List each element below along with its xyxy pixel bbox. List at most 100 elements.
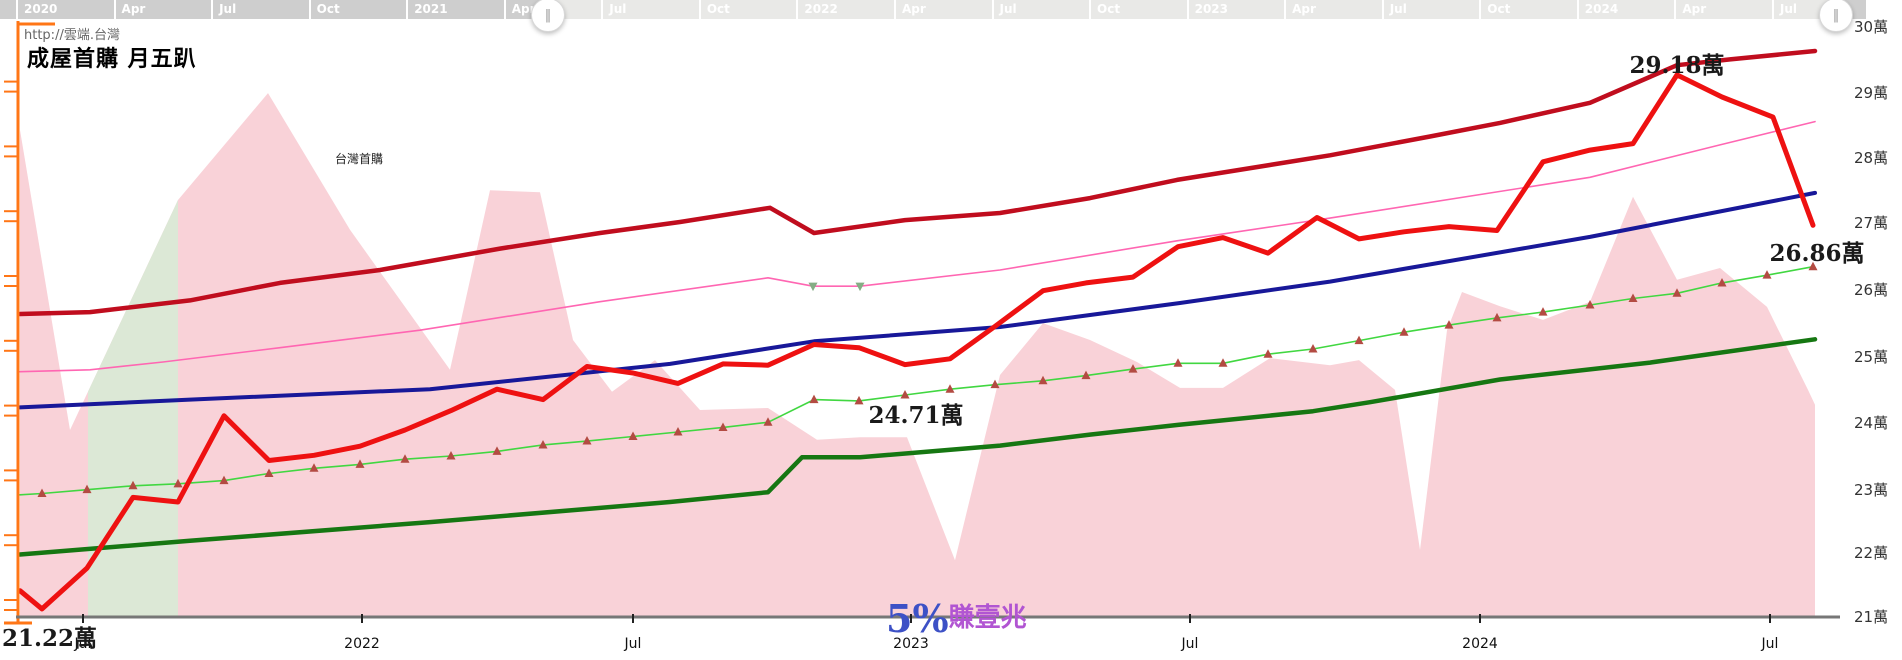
timeline-segment[interactable] bbox=[0, 0, 547, 19]
triangle-up-marker bbox=[1492, 312, 1502, 322]
timeline-separator bbox=[308, 0, 311, 19]
timeline-label: Apr bbox=[121, 2, 146, 16]
triangle-up-marker bbox=[264, 468, 274, 477]
triangle-up-marker bbox=[492, 446, 502, 455]
timeline-label: Jul bbox=[609, 2, 627, 16]
y-axis-label: 21萬 bbox=[1854, 608, 1888, 626]
timeline-label: 2023 bbox=[1194, 2, 1228, 16]
triangle-up-marker bbox=[355, 459, 365, 468]
y-axis-label: 29萬 bbox=[1854, 84, 1888, 102]
background-volume-area bbox=[20, 93, 1815, 618]
triangle-up-marker bbox=[1628, 293, 1638, 302]
timeline-label: Apr bbox=[1292, 2, 1316, 16]
triangle-up-marker bbox=[854, 395, 864, 405]
y-axis-label: 25萬 bbox=[1854, 348, 1888, 366]
watermark-small-text: 賺壹兆 bbox=[948, 603, 1027, 633]
triangle-up-marker bbox=[990, 379, 1000, 389]
y-axis-label: 26萬 bbox=[1854, 281, 1888, 299]
timeline-label: 2022 bbox=[804, 2, 838, 16]
triangle-up-marker bbox=[538, 439, 548, 449]
timeline-label: 2020 bbox=[24, 2, 58, 16]
triangle-up-marker bbox=[1173, 358, 1183, 367]
triangle-up-marker bbox=[1128, 364, 1138, 373]
timeline-label: Jul bbox=[1389, 2, 1407, 16]
timeline-label: Oct bbox=[706, 2, 730, 16]
triangle-up-marker bbox=[1585, 299, 1595, 309]
x-tick-label: 2024 bbox=[1462, 636, 1498, 652]
timeline-separator bbox=[1771, 0, 1774, 19]
timeline-separator bbox=[893, 0, 896, 19]
timeline-separator bbox=[601, 0, 604, 19]
timeline-separator bbox=[1479, 0, 1482, 19]
triangle-up-marker bbox=[219, 475, 229, 485]
triangle-up-marker bbox=[1308, 344, 1318, 353]
timeline-label: Jul bbox=[219, 2, 237, 16]
timeline-handle-left[interactable]: ‖ bbox=[531, 0, 565, 32]
triangle-up-marker bbox=[1218, 358, 1228, 367]
x-tick-label: 2023 bbox=[893, 636, 929, 652]
timeline-separator bbox=[1186, 0, 1189, 19]
timeline-separator bbox=[698, 0, 701, 19]
timeline-label: Oct bbox=[1487, 2, 1511, 16]
series-tag-label: 台灣首購 bbox=[335, 152, 384, 166]
site-url: http://雲端.台灣 bbox=[24, 28, 120, 43]
timeline-label: Jul bbox=[1779, 2, 1798, 16]
timeline-label: Apr bbox=[1682, 2, 1707, 16]
x-tick-label: Jul bbox=[1761, 636, 1779, 652]
triangle-up-marker bbox=[1081, 370, 1091, 380]
timeline-scrubber[interactable]: 2020 Apr Jul Oct 2021 Apr Jul Oct 2022 Apr Jul Oct 2… bbox=[0, 0, 1866, 32]
value-callout: 21.22萬 bbox=[2, 625, 98, 652]
triangle-up-marker bbox=[582, 436, 592, 445]
y-axis-label: 23萬 bbox=[1854, 481, 1888, 499]
triangle-up-marker bbox=[1444, 320, 1454, 329]
x-tick-label: Jul bbox=[1181, 636, 1199, 652]
triangle-up-marker bbox=[809, 394, 819, 404]
timeline-label: 2021 bbox=[414, 2, 448, 16]
triangle-up-marker bbox=[1354, 335, 1364, 345]
timeline-separator bbox=[503, 0, 506, 19]
value-callout: 29.18萬 bbox=[1629, 52, 1725, 79]
timeline-separator bbox=[211, 0, 214, 19]
timeline-separator bbox=[113, 0, 116, 19]
y-axis-label: 22萬 bbox=[1854, 544, 1888, 562]
x-tick-label: Jul bbox=[74, 636, 92, 652]
x-tick-label: Jul bbox=[624, 636, 642, 652]
timeline-segment[interactable] bbox=[547, 0, 1835, 19]
triangle-up-marker bbox=[1808, 261, 1818, 271]
triangle-down-marker bbox=[808, 282, 818, 292]
value-callout: 26.86萬 bbox=[1769, 240, 1865, 267]
triangle-up-marker bbox=[173, 478, 183, 488]
triangle-up-marker bbox=[673, 426, 683, 436]
red-price-line bbox=[17, 72, 1816, 612]
timeline-handle-right[interactable]: ‖ bbox=[1819, 0, 1853, 32]
dark-red-line bbox=[17, 48, 1818, 317]
triangle-up-marker bbox=[628, 431, 638, 441]
triangle-up-marker bbox=[446, 450, 456, 460]
timeline-separator bbox=[1381, 0, 1384, 19]
y-axis-label: 30萬 bbox=[1854, 18, 1888, 36]
triangle-up-marker bbox=[1263, 349, 1273, 358]
triangle-up-marker bbox=[1762, 270, 1772, 279]
timeline-separator bbox=[16, 0, 18, 19]
triangle-up-marker bbox=[718, 422, 728, 431]
triangle-down-marker bbox=[855, 282, 865, 292]
triangle-up-marker bbox=[945, 384, 955, 393]
y-axis-label: 27萬 bbox=[1854, 214, 1888, 232]
y-axis-label: 28萬 bbox=[1854, 149, 1888, 167]
watermark-big-text: 5% bbox=[886, 596, 949, 641]
timeline-separator bbox=[991, 0, 994, 19]
page-title: 成屋首購 月五趴 bbox=[27, 47, 197, 72]
timeline-separator bbox=[1674, 0, 1677, 19]
triangle-up-marker bbox=[1038, 375, 1048, 385]
triangle-up-marker bbox=[37, 488, 47, 498]
triangle-up-marker bbox=[82, 484, 92, 494]
timeline-separator bbox=[406, 0, 409, 19]
triangle-up-marker bbox=[1672, 288, 1682, 297]
triangle-up-marker bbox=[1538, 307, 1548, 316]
watermark: 5%賺壹兆 bbox=[886, 596, 1027, 641]
timeline-separator bbox=[796, 0, 799, 19]
left-price-axis bbox=[4, 21, 55, 625]
timeline-label: Jul bbox=[999, 2, 1017, 16]
